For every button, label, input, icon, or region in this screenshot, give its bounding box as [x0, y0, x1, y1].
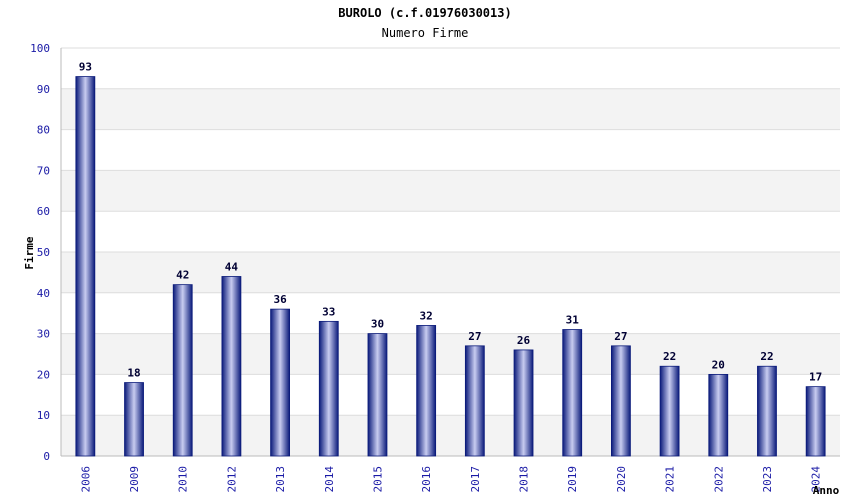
data-label: 27 [468, 330, 481, 343]
grid-band [61, 211, 840, 252]
x-tick-label: 2009 [128, 466, 141, 493]
data-label: 44 [225, 260, 239, 273]
bar [124, 382, 144, 457]
bar [221, 276, 242, 457]
y-tick-label: 30 [37, 328, 50, 341]
x-tick-label: 2014 [323, 466, 336, 493]
y-tick-label: 40 [37, 287, 50, 300]
data-label: 22 [760, 350, 773, 363]
data-label: 31 [566, 314, 580, 327]
data-label: 27 [614, 330, 627, 343]
y-tick-label: 60 [37, 205, 50, 218]
x-tick-label: 2015 [371, 466, 384, 493]
bar [611, 345, 631, 457]
x-tick-label: 2022 [712, 466, 725, 493]
x-tick-label: 2020 [615, 466, 628, 493]
x-tick-label: 2018 [518, 466, 531, 493]
y-tick-label: 50 [37, 246, 50, 259]
bar [416, 325, 437, 457]
data-label: 20 [712, 358, 725, 371]
grid-band [61, 48, 840, 89]
grid-band [61, 170, 840, 212]
y-axis-label: Firme [23, 236, 36, 269]
x-tick-label: 2006 [79, 466, 92, 493]
bar [513, 349, 534, 457]
chart-subtitle: Numero Firme [382, 26, 469, 40]
y-tick-label: 70 [37, 164, 50, 177]
data-label: 17 [809, 371, 822, 384]
data-label: 22 [663, 350, 676, 363]
grid-band [61, 88, 840, 130]
x-tick-label: 2017 [469, 466, 482, 493]
x-tick-label: 2013 [274, 466, 287, 493]
x-tick-label: 2016 [420, 466, 433, 493]
data-label: 30 [371, 318, 384, 331]
bar [367, 333, 388, 457]
bars: 93 18 42 44 36 33 30 32 27 26 31 27 22 20 22 17 [75, 61, 826, 457]
y-tick-label: 80 [37, 124, 50, 137]
data-label: 32 [420, 309, 433, 322]
bar [708, 373, 729, 457]
y-tick-label: 10 [37, 409, 50, 422]
x-tick-labels: 2006 2009 2010 2012 2013 2014 2015 2016 2017 2018… [79, 466, 822, 493]
x-tick-label: 2023 [761, 466, 774, 493]
bar [659, 365, 680, 457]
data-label: 42 [176, 269, 189, 282]
bar [562, 329, 583, 457]
bar [464, 345, 485, 457]
y-tick-labels: 0 10 20 30 40 50 60 70 80 90 100 [30, 42, 50, 463]
bar [270, 308, 290, 457]
chart-title: BUROLO (c.f.01976030013) [338, 6, 511, 20]
bar [172, 284, 193, 457]
y-tick-label: 100 [30, 42, 50, 55]
bar [757, 365, 777, 457]
y-tick-label: 90 [37, 83, 50, 96]
bar [318, 320, 339, 457]
x-tick-label: 2012 [225, 466, 238, 493]
y-tick-label: 20 [37, 368, 50, 381]
data-label: 26 [517, 334, 531, 347]
data-label: 36 [273, 293, 287, 306]
x-tick-label: 2021 [664, 466, 677, 493]
x-tick-label: 2019 [566, 466, 579, 493]
data-label: 93 [79, 61, 92, 74]
data-label: 18 [127, 367, 140, 380]
x-tick-label: 2010 [177, 466, 190, 493]
grid-band [61, 129, 840, 171]
x-axis-label: Anno [813, 484, 840, 497]
x-tick-label: 2024 [810, 466, 823, 493]
bar [75, 76, 96, 457]
bar [805, 386, 826, 457]
data-label: 33 [322, 305, 335, 318]
y-tick-label: 0 [43, 450, 50, 463]
